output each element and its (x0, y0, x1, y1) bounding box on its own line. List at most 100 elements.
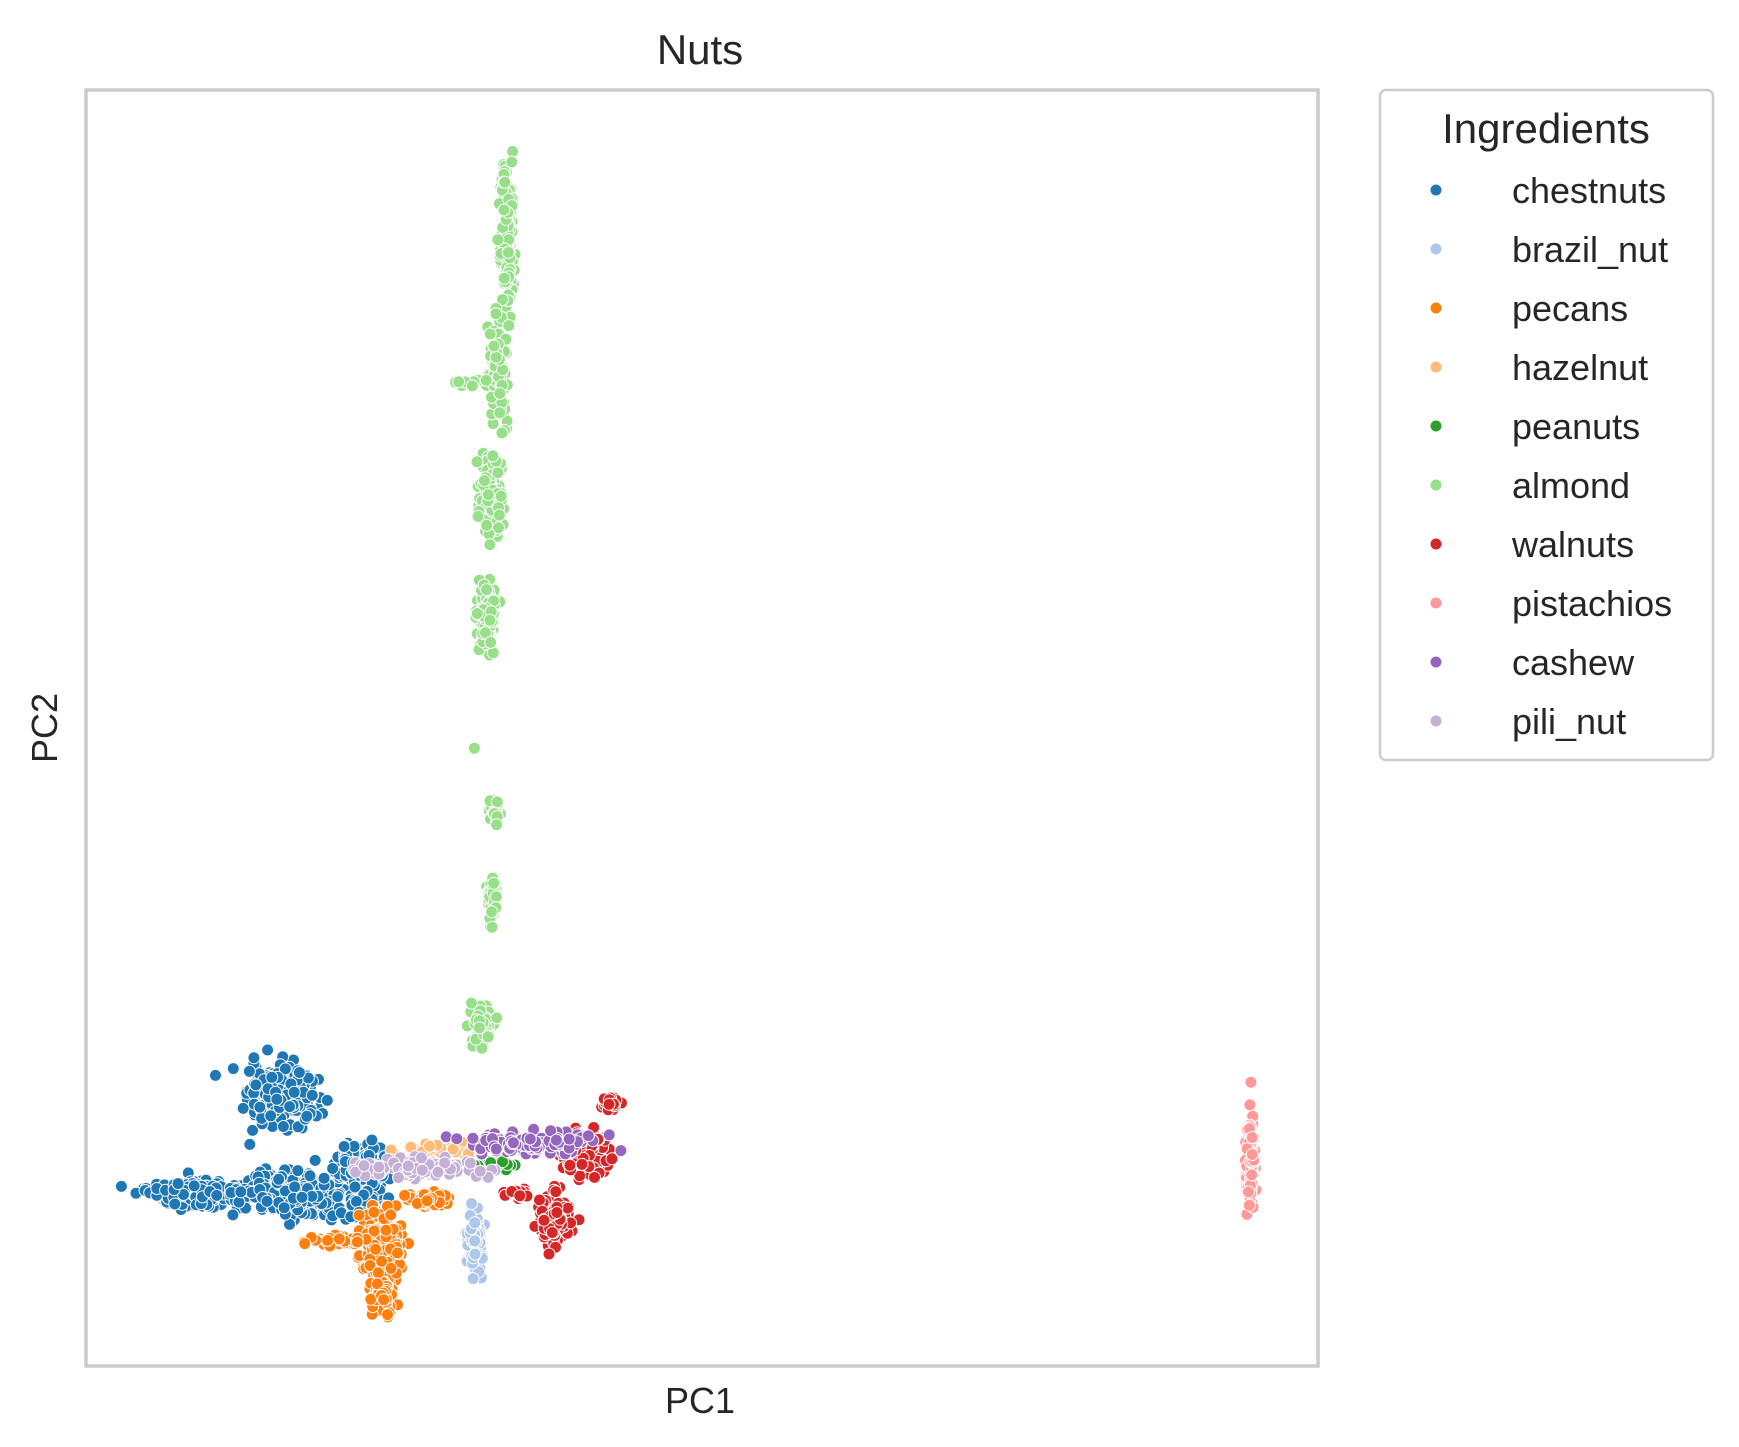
point-chestnuts (326, 1162, 340, 1175)
point-pecans (391, 1246, 404, 1260)
point-chestnuts (247, 1051, 261, 1065)
point-chestnuts (291, 1164, 305, 1178)
point-almond (481, 1030, 495, 1044)
point-pecans (381, 1308, 394, 1322)
point-cashew (562, 1132, 576, 1146)
point-chestnuts (337, 1140, 351, 1153)
point-brazil_nut (468, 1216, 482, 1230)
point-almond (465, 379, 479, 393)
legend-marker-brazil_nut (1429, 242, 1443, 256)
point-cashew (523, 1132, 537, 1146)
point-chestnuts (292, 1066, 306, 1079)
legend-marker-almond (1429, 478, 1443, 492)
legend-title: Ingredients (1442, 105, 1650, 152)
point-chestnuts (303, 1169, 317, 1183)
point-pili_nut (372, 1160, 386, 1174)
point-almond (483, 327, 497, 341)
legend-label-pistachios: pistachios (1512, 583, 1672, 624)
point-almond (489, 350, 503, 364)
point-cashew (506, 1136, 520, 1150)
point-pistachios (1244, 1075, 1258, 1089)
point-almond (486, 449, 500, 463)
series-cashew (439, 1122, 628, 1161)
legend-marker-pistachios (1429, 596, 1443, 610)
point-pistachios (1242, 1198, 1256, 1212)
point-chestnuts (168, 1197, 182, 1211)
point-walnuts (545, 1226, 559, 1239)
point-chestnuts (348, 1180, 362, 1194)
point-pecans (420, 1194, 434, 1208)
point-almond (501, 245, 515, 259)
legend-marker-walnuts (1429, 537, 1443, 551)
legend-frame (1378, 88, 1715, 762)
point-almond (491, 466, 505, 480)
legend-label-peanuts: peanuts (1512, 406, 1640, 447)
point-chestnuts (226, 1062, 240, 1076)
point-brazil_nut (468, 1234, 482, 1248)
x-axis-label: PC1 (665, 1380, 735, 1421)
point-walnuts (549, 1185, 563, 1199)
point-chestnuts (210, 1188, 224, 1202)
point-cashew (544, 1124, 558, 1138)
point-almond (495, 426, 509, 440)
point-pistachios (1245, 1168, 1259, 1182)
point-pistachios (1245, 1148, 1259, 1161)
point-chestnuts (114, 1179, 128, 1193)
point-walnuts (533, 1193, 546, 1207)
point-chestnuts (308, 1153, 322, 1167)
point-brazil_nut (465, 1197, 478, 1210)
point-pecans (371, 1266, 385, 1280)
point-chestnuts (209, 1068, 222, 1082)
plot-area (84, 88, 1320, 1368)
point-pecans (398, 1188, 412, 1202)
point-chestnuts (288, 1180, 302, 1194)
point-pecans (350, 1235, 364, 1249)
legend-marker-pili_nut (1429, 714, 1443, 728)
point-pecans (384, 1261, 398, 1275)
point-pili_nut (463, 1156, 477, 1170)
point-chestnuts (331, 1190, 345, 1204)
point-almond (481, 488, 495, 502)
series-walnuts (497, 1091, 628, 1261)
point-chestnuts (287, 1085, 301, 1099)
point-almond (479, 373, 493, 387)
point-pili_nut (357, 1159, 371, 1173)
point-almond (480, 518, 494, 532)
point-pili_nut (431, 1165, 445, 1179)
legend-marker-hazelnut (1429, 360, 1443, 374)
scatter-points (114, 145, 1263, 1324)
point-chestnuts (270, 1092, 284, 1106)
series-pecans (297, 1185, 456, 1324)
point-chestnuts (260, 1194, 274, 1208)
point-chestnuts (265, 1070, 279, 1084)
point-chestnuts (234, 1185, 248, 1199)
point-almond (493, 386, 507, 400)
point-cashew (439, 1130, 453, 1144)
point-walnuts (550, 1206, 564, 1219)
point-pecans (375, 1254, 389, 1268)
point-almond (489, 890, 503, 904)
point-almond (483, 613, 497, 627)
point-brazil_nut (468, 1247, 482, 1261)
point-almond (485, 920, 499, 934)
point-chestnuts (295, 1190, 309, 1204)
chart-title: Nuts (657, 26, 743, 73)
point-pili_nut (415, 1163, 429, 1177)
point-walnuts (602, 1097, 616, 1111)
point-almond (490, 1011, 504, 1025)
point-almond (496, 293, 509, 307)
point-pecans (370, 1277, 384, 1291)
point-walnuts (513, 1189, 527, 1203)
point-chestnuts (278, 1062, 292, 1076)
point-chestnuts (349, 1195, 363, 1208)
point-chestnuts (305, 1088, 319, 1102)
point-pecans (298, 1237, 312, 1251)
y-axis-label: PC2 (24, 693, 65, 763)
point-brazil_nut (466, 1272, 480, 1286)
point-pecans (377, 1293, 391, 1307)
point-cashew (549, 1133, 563, 1147)
point-walnuts (542, 1247, 556, 1261)
